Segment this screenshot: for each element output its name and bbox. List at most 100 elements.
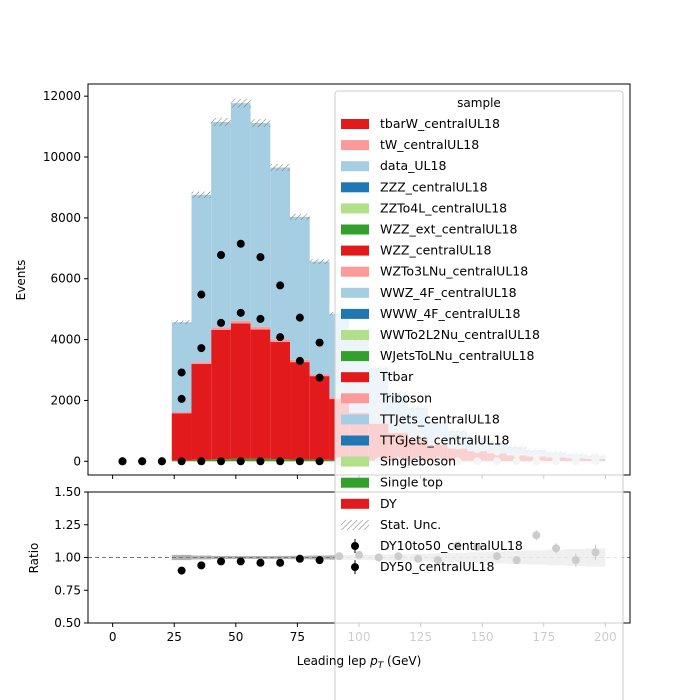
ratio-y-axis-label: Ratio — [27, 543, 41, 574]
legend-label: data_UL18 — [380, 158, 446, 173]
legend-label: WZTo3LNu_centralUL18 — [380, 264, 528, 279]
stat-unc-band — [191, 191, 212, 198]
stat-unc-band — [211, 117, 231, 127]
legend-label: WWZ_4F_centralUL18 — [380, 285, 517, 300]
legend: sample tbarW_centralUL18 tW_centralUL18dat… — [334, 90, 624, 700]
legend-swatch — [341, 287, 369, 298]
legend-swatch — [341, 456, 369, 467]
data-point — [217, 251, 226, 260]
data-point — [197, 344, 206, 353]
data-point — [197, 290, 206, 299]
y-tick-label: 0 — [73, 454, 81, 468]
legend-swatch — [341, 393, 369, 404]
data-point — [295, 313, 304, 322]
y-tick-label: 12000 — [43, 89, 81, 103]
bar — [270, 167, 291, 340]
y-tick-label: 10000 — [43, 150, 81, 164]
legend-swatch — [341, 308, 369, 319]
legend-swatch — [341, 414, 369, 425]
legend-swatch — [341, 203, 369, 214]
legend-swatch — [341, 330, 369, 340]
ratio-y-tick-label: 0.75 — [54, 583, 81, 597]
data-point — [217, 318, 226, 327]
data-point — [256, 314, 265, 323]
y-tick-label: 4000 — [50, 333, 81, 347]
legend-swatch — [341, 372, 369, 383]
x-axis-label-suffix: (GeV) — [383, 654, 421, 668]
data-point — [256, 253, 265, 262]
bar — [250, 329, 271, 459]
data-point — [276, 333, 285, 342]
legend-label: ZZZ_centralUL18 — [380, 179, 488, 194]
stat-unc-band — [250, 118, 271, 128]
legend-marker — [351, 563, 359, 572]
x-axis-label-symbol: p — [369, 654, 378, 668]
legend-swatch — [341, 498, 369, 509]
data-point — [276, 281, 285, 290]
data-point — [118, 457, 127, 466]
stat-unc-band — [171, 320, 192, 325]
bar — [211, 329, 231, 460]
ratio-y-tick-label: 1.00 — [54, 551, 81, 565]
stat-unc-band — [270, 163, 291, 172]
data-point — [138, 457, 147, 466]
ratio-y-tick-label: 1.50 — [54, 485, 81, 499]
main-y-axis-label: Events — [14, 260, 28, 301]
ratio-point — [236, 557, 245, 566]
legend-label: DY — [380, 496, 397, 511]
x-axis-label-prefix: Leading lep — [297, 654, 370, 668]
ratio-point — [197, 561, 206, 570]
data-point — [256, 457, 265, 466]
legend-label: Triboson — [379, 390, 432, 405]
x-axis-label: Leading lep pT (GeV) — [297, 654, 422, 671]
x-axis-label-subscript: T — [378, 661, 385, 671]
legend-swatch — [341, 266, 369, 277]
bar — [191, 363, 212, 460]
legend-label: WZZ_centralUL18 — [380, 243, 491, 258]
y-tick-label: 8000 — [50, 211, 81, 225]
data-point — [236, 239, 245, 248]
data-point — [217, 457, 226, 466]
bar — [191, 194, 212, 363]
bar — [230, 323, 251, 459]
stat-unc-band — [230, 98, 251, 108]
legend-swatch — [341, 351, 369, 362]
legend-label: DY10to50_centralUL18 — [380, 538, 523, 553]
legend-swatch — [341, 182, 369, 193]
stat-unc-band — [309, 259, 330, 264]
data-point — [177, 394, 186, 403]
bar — [250, 122, 271, 327]
legend-label: WZZ_ext_centralUL18 — [380, 222, 517, 237]
data-point — [236, 457, 245, 466]
bar — [230, 320, 251, 324]
legend-swatch — [341, 224, 369, 235]
legend-swatch-hatch — [341, 519, 369, 530]
ratio-unc-band — [250, 556, 271, 559]
legend-swatch — [341, 477, 369, 488]
bar — [211, 327, 231, 330]
legend-label: Ttbar — [379, 369, 414, 384]
ratio-x-tick-label: 0 — [109, 630, 117, 644]
legend-label: TTJets_centralUL18 — [379, 411, 500, 426]
ratio-x-tick-label: 50 — [228, 630, 243, 644]
bar — [171, 322, 192, 413]
bar — [171, 413, 192, 461]
bar — [270, 342, 291, 460]
legend-marker — [351, 542, 359, 550]
ratio-x-tick-label: 25 — [167, 630, 182, 644]
data-point — [295, 457, 304, 466]
legend-label: tbarW_centralUL18 — [380, 116, 500, 131]
stat-unc-band — [290, 213, 310, 220]
y-tick-label: 6000 — [50, 272, 81, 286]
legend-swatch — [341, 119, 369, 129]
data-point — [177, 368, 186, 377]
legend-label: tW_centralUL18 — [380, 137, 479, 152]
bar — [309, 261, 330, 375]
bar — [309, 376, 330, 460]
legend-label: Single top — [380, 475, 443, 490]
data-point — [197, 457, 206, 466]
ratio-x-tick-label: 75 — [290, 630, 305, 644]
legend-label: WWW_4F_centralUL18 — [380, 306, 520, 321]
legend-swatch — [341, 161, 369, 172]
ratio-point — [256, 558, 265, 567]
